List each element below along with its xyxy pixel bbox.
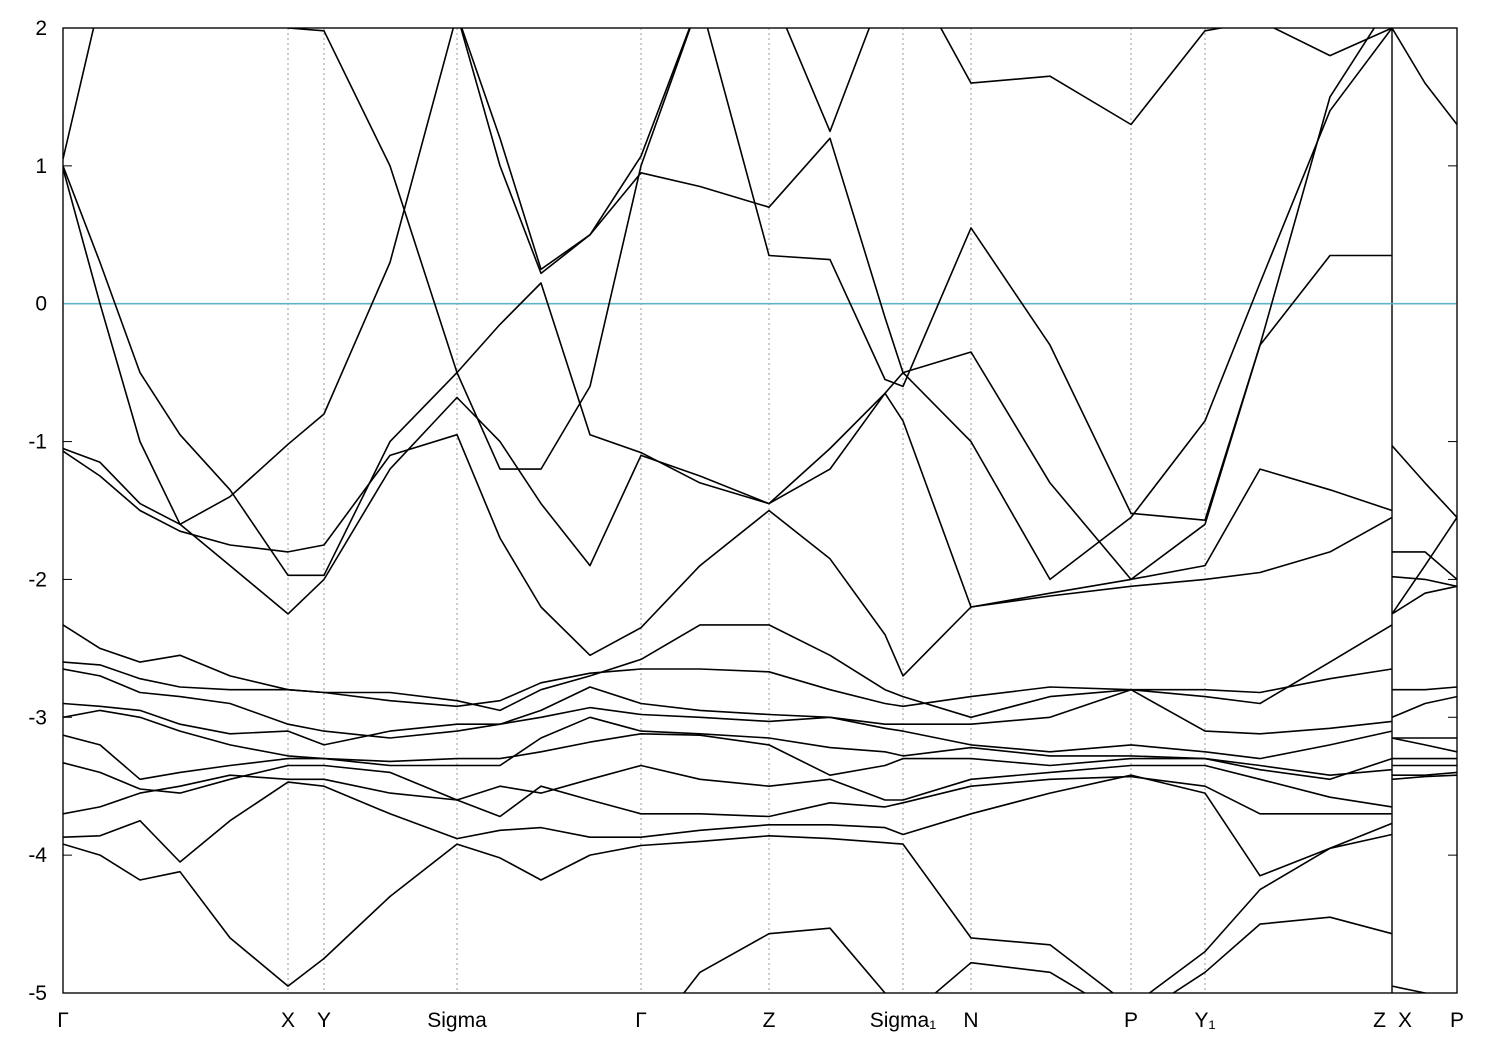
y-tick-label: 0: [35, 293, 47, 316]
band-line: [63, 585, 1457, 719]
y-tick-label: -1: [28, 431, 47, 454]
y-tick-label: 1: [35, 155, 47, 178]
y-tick-label: -4: [28, 844, 47, 867]
x-tick-label: Y₁: [1194, 1009, 1215, 1032]
x-tick-label: P: [1124, 1009, 1138, 1032]
x-tick-label: Γ: [635, 1009, 647, 1032]
band-line: [63, 702, 1457, 760]
band-line: [63, 709, 1457, 776]
y-tick-label: 2: [35, 17, 47, 40]
x-tick-label: Sigma: [427, 1009, 487, 1032]
x-tick-label: Y: [317, 1009, 331, 1032]
band-line: [63, 28, 1457, 581]
x-tick-label: X: [1398, 1009, 1412, 1032]
band-line: [63, 762, 1457, 808]
band-line: [63, 28, 1457, 521]
plot-frame: [62, 27, 1458, 994]
band-line: [63, 165, 1457, 615]
plot-border: [62, 27, 1458, 994]
x-tick-label: Sigma₁: [870, 1009, 937, 1032]
band-line: [63, 833, 1429, 993]
x-tick-label: Z: [763, 1009, 776, 1032]
band-line: [460, 28, 1393, 271]
plot-area: [63, 28, 1457, 993]
x-tick-label: N: [963, 1009, 978, 1032]
x-tick-label: X: [281, 1009, 295, 1032]
band-line: [63, 771, 1457, 818]
y-tick-label: -2: [28, 568, 47, 591]
x-tick-label: Z: [1373, 1009, 1386, 1032]
y-tick-label: -3: [28, 706, 47, 729]
x-tick-label: P: [1450, 1009, 1464, 1032]
band-line: [63, 433, 1457, 677]
band-line: [63, 774, 1457, 877]
y-tick-label: -5: [28, 982, 47, 1005]
band-line: [63, 733, 1457, 781]
x-tick-label: Γ: [57, 1009, 69, 1032]
